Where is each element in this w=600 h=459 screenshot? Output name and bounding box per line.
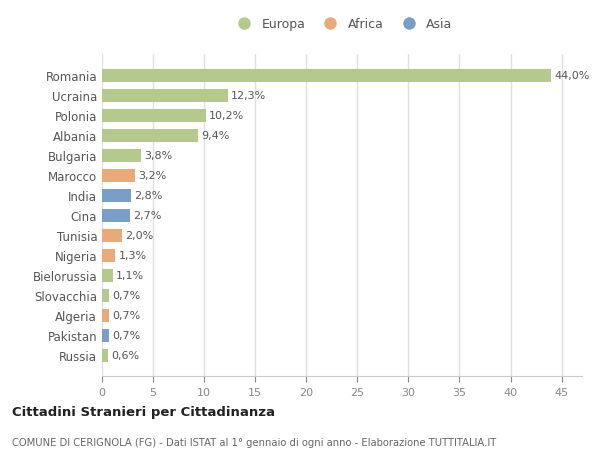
Text: Cittadini Stranieri per Cittadinanza: Cittadini Stranieri per Cittadinanza <box>12 405 275 419</box>
Text: 2,0%: 2,0% <box>125 231 154 241</box>
Bar <box>102 70 551 83</box>
Text: COMUNE DI CERIGNOLA (FG) - Dati ISTAT al 1° gennaio di ogni anno - Elaborazione : COMUNE DI CERIGNOLA (FG) - Dati ISTAT al… <box>12 437 496 447</box>
Text: 2,8%: 2,8% <box>134 191 162 201</box>
Bar <box>102 189 131 202</box>
Bar <box>102 329 109 342</box>
Text: 0,7%: 0,7% <box>112 310 140 320</box>
Bar <box>102 209 130 222</box>
Text: 3,8%: 3,8% <box>144 151 172 161</box>
Text: 0,7%: 0,7% <box>112 330 140 340</box>
Bar <box>102 269 113 282</box>
Text: 0,6%: 0,6% <box>111 350 139 360</box>
Bar <box>102 349 108 362</box>
Bar <box>102 150 141 162</box>
Bar <box>102 169 134 182</box>
Text: 0,7%: 0,7% <box>112 291 140 301</box>
Text: 1,3%: 1,3% <box>118 251 146 261</box>
Text: 9,4%: 9,4% <box>201 131 229 141</box>
Bar <box>102 90 227 102</box>
Legend: Europa, Africa, Asia: Europa, Africa, Asia <box>227 13 458 36</box>
Bar <box>102 110 206 123</box>
Bar <box>102 249 115 262</box>
Text: 12,3%: 12,3% <box>230 91 266 101</box>
Bar <box>102 289 109 302</box>
Text: 2,7%: 2,7% <box>133 211 161 221</box>
Bar <box>102 229 122 242</box>
Text: 44,0%: 44,0% <box>554 71 590 81</box>
Text: 1,1%: 1,1% <box>116 270 145 280</box>
Text: 10,2%: 10,2% <box>209 111 244 121</box>
Bar <box>102 129 198 142</box>
Text: 3,2%: 3,2% <box>138 171 166 181</box>
Bar <box>102 309 109 322</box>
